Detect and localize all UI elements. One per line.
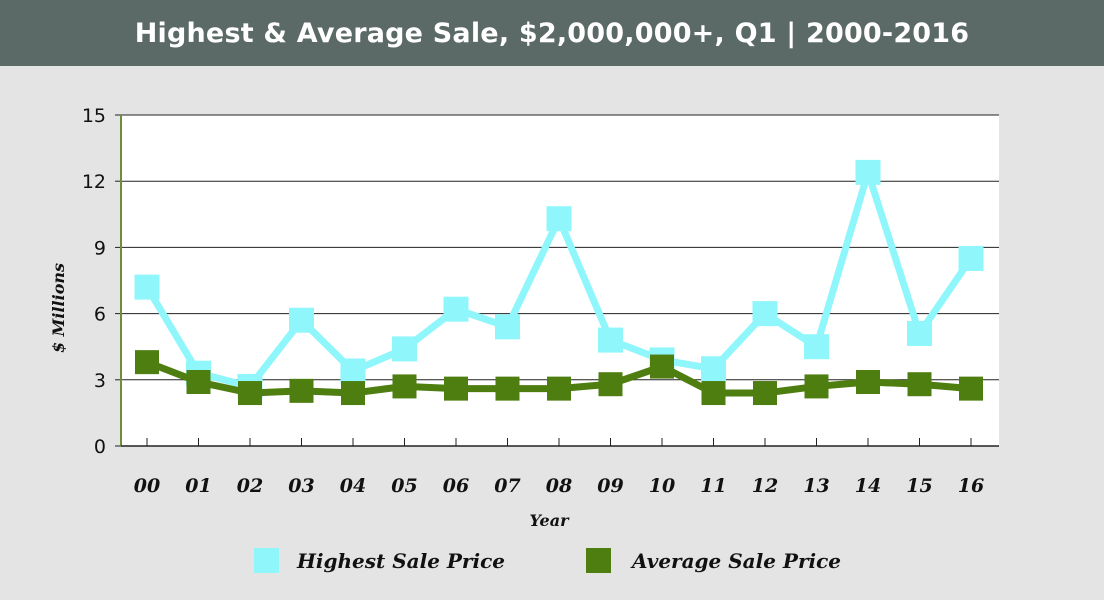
x-tick-label: 06: [443, 475, 469, 497]
x-tick-label: 03: [288, 475, 314, 497]
y-tick-label: 9: [94, 237, 106, 259]
data-point: [650, 354, 674, 379]
legend: Highest Sale Price Average Sale Price: [254, 548, 841, 573]
y-axis-label: $ Millions: [49, 263, 68, 353]
y-tick-label: 3: [94, 370, 106, 392]
data-point: [958, 245, 984, 271]
x-tick-label: 12: [752, 475, 778, 497]
data-point: [443, 296, 469, 322]
data-point: [289, 378, 314, 403]
data-point: [855, 159, 881, 185]
data-point: [289, 307, 314, 333]
gridlines: [115, 114, 999, 447]
data-point: [135, 350, 159, 375]
data-point: [804, 334, 829, 360]
x-tick-label: 14: [855, 475, 881, 497]
y-tick-labels: 0 3 6 9 12 15: [82, 105, 106, 458]
chart-title: Highest & Average Sale, $2,000,000+, Q1 …: [134, 17, 970, 49]
data-point: [238, 381, 262, 406]
legend-label-average: Average Sale Price: [630, 549, 841, 573]
x-tick-label: 16: [958, 475, 984, 497]
series-layer: [134, 159, 984, 406]
data-point: [598, 327, 623, 353]
legend-swatch-average: [586, 548, 611, 573]
data-point: [752, 301, 778, 327]
data-point: [547, 376, 571, 401]
x-tick-labels: 00 01 02 03 04 05 06 07 08 09 10 11 12 13 14 15 16: [134, 475, 984, 497]
x-tick-label: 09: [597, 475, 623, 497]
y-tick-label: 6: [94, 304, 106, 326]
y-tick-label: 15: [82, 105, 106, 127]
data-point: [959, 376, 983, 401]
data-point: [392, 336, 417, 362]
x-tick-label: 04: [340, 475, 366, 497]
title-bar: Highest & Average Sale, $2,000,000+, Q1 …: [0, 0, 1104, 66]
data-point: [186, 370, 211, 395]
x-tick-label: 01: [185, 475, 211, 497]
data-point: [341, 381, 365, 406]
data-point: [804, 374, 829, 399]
data-point: [598, 372, 623, 397]
data-point: [134, 274, 160, 300]
x-tick-label: 11: [700, 475, 726, 497]
x-tick-label: 13: [803, 475, 829, 497]
data-point: [495, 376, 520, 401]
data-point: [546, 206, 572, 232]
legend-label-highest: Highest Sale Price: [296, 549, 505, 573]
data-point: [907, 320, 932, 346]
data-point: [753, 381, 777, 406]
data-point: [340, 358, 366, 384]
y-tick-label: 12: [82, 171, 106, 193]
series-average: [135, 350, 983, 406]
data-point: [701, 381, 726, 406]
x-tick-label: 02: [237, 475, 263, 497]
x-tick-label: 05: [391, 475, 417, 497]
data-point: [856, 370, 880, 395]
legend-swatch-highest: [254, 548, 279, 573]
x-tick-label: 07: [494, 475, 520, 497]
x-axis-label: Year: [529, 511, 570, 530]
x-tick-label: 08: [546, 475, 572, 497]
data-point: [444, 376, 468, 401]
x-tick-label: 00: [134, 475, 160, 497]
x-tick-label: 15: [906, 475, 932, 497]
data-point: [392, 374, 417, 399]
data-point: [907, 372, 932, 397]
data-point: [701, 356, 726, 382]
y-tick-label: 0: [94, 436, 106, 458]
data-point: [495, 314, 520, 340]
x-tick-label: 10: [649, 475, 675, 497]
